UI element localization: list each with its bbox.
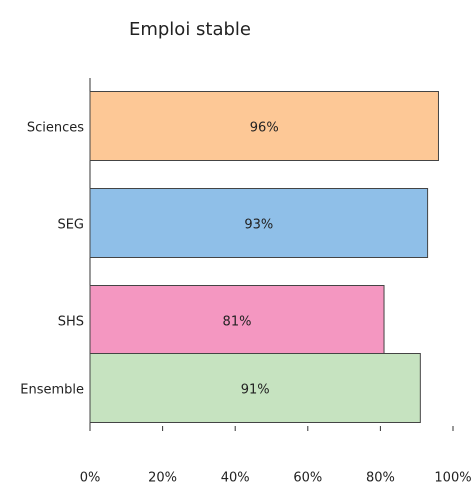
x-tick-label: 100% — [434, 471, 471, 484]
x-tick-label: 80% — [366, 471, 395, 484]
value-label: 91% — [241, 383, 270, 398]
value-label: 93% — [244, 218, 273, 233]
x-tick-label: 0% — [80, 471, 101, 484]
y-tick-label: Sciences — [27, 121, 84, 136]
chart-title: Emploi stable — [129, 19, 251, 40]
y-tick-label: SHS — [58, 315, 84, 330]
x-tick-label: 40% — [221, 471, 250, 484]
bar — [89, 285, 385, 355]
value-label: 81% — [223, 315, 252, 330]
bar — [89, 91, 439, 161]
value-label: 96% — [250, 121, 279, 136]
bar — [89, 188, 429, 258]
y-tick-label: Ensemble — [20, 383, 84, 398]
x-tick-label: 60% — [293, 471, 322, 484]
bar — [89, 353, 421, 423]
x-tick-label: 20% — [148, 471, 177, 484]
y-tick-label: SEG — [57, 218, 84, 233]
